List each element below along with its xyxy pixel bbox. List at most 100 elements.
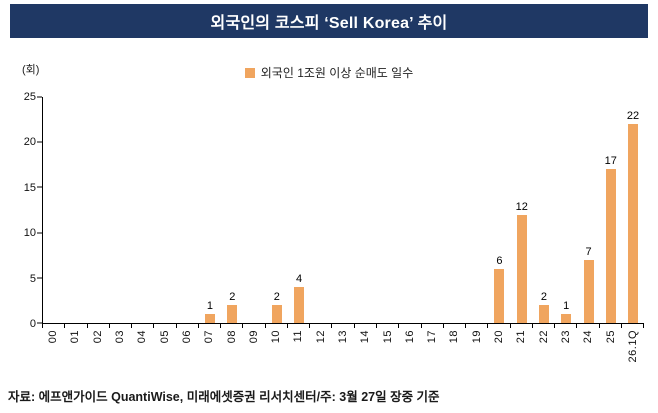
bar-column: 6 [488,97,510,323]
bar-column: 2 [221,97,243,323]
y-tick-label: 0 [29,318,36,330]
x-axis-label: 20 [493,330,506,344]
x-axis-label: 07 [203,330,216,344]
x-axis-label-cell: 14 [354,330,376,368]
y-tick [37,232,42,234]
chart-title: 외국인의 코스피 ‘Sell Korea’ 추이 [210,15,448,32]
bar-value-label: 7 [585,245,592,258]
y-tick [37,96,42,98]
x-axis-label-cell: 19 [466,330,488,368]
x-tick [355,324,377,328]
x-axis-label: 14 [359,330,372,344]
bar-column: 12 [511,97,533,323]
x-axis-label: 18 [448,330,461,344]
x-tick [243,324,266,328]
x-tick [422,324,444,328]
bar-value-label: 2 [229,290,236,303]
y-axis-unit-label: (회) [22,64,40,76]
bar-column: 1 [555,97,577,323]
legend: 외국인 1조원 이상 순매도 일수 [0,64,658,81]
x-axis-label-cell: 06 [176,330,198,368]
bar [227,304,238,323]
x-axis-label-cell: 13 [332,330,354,368]
bar-column: 2 [266,97,288,323]
x-axis-label: 16 [403,330,416,344]
x-axis-label-cell: 09 [243,330,265,368]
bar-column [132,97,154,323]
bar [271,304,282,323]
x-axis-label: 01 [69,330,82,344]
x-axis-label: 10 [270,330,283,344]
x-axis-label-cell: 17 [421,330,443,368]
bar-column [177,97,199,323]
bar-column [154,97,176,323]
bar-column [422,97,444,323]
bar-column [110,97,132,323]
x-axis-label-cell: 03 [109,330,131,368]
x-axis-label-cell: 24 [577,330,599,368]
bar-column [466,97,488,323]
x-tick [43,324,66,328]
x-axis-label: 25 [604,330,617,344]
x-tick [266,324,288,328]
bar [516,214,527,323]
x-axis-label-cell: 07 [198,330,220,368]
bar-value-label: 4 [295,272,303,285]
x-axis-label: 26.1Q [626,330,639,363]
x-tick [221,324,244,328]
x-tick [511,324,533,328]
bar-value-label: 1 [206,299,214,312]
x-axis-label-cell: 16 [399,330,421,368]
x-axis-label-cell: 05 [153,330,175,368]
y-tick-label: 15 [23,181,36,194]
x-axis-label-cell: 18 [443,330,465,368]
bar [561,313,572,323]
x-axis-label-cell: 21 [510,330,532,368]
bar [538,304,549,323]
bar-column [377,97,399,323]
chart-title-bar: 외국인의 코스피 ‘Sell Korea’ 추이 [10,4,648,38]
bar-column: 4 [288,97,310,323]
x-tick [88,324,110,328]
bar-value-label: 2 [540,290,548,303]
bar-chart: 0 5 10 15 20 25 1 2 2 4 6 12 2 1 7 17 22 00 01 02 03 04 05 06… [8,91,645,368]
x-tick [399,324,422,328]
bar-value-label: 22 [626,110,640,123]
x-axis-label-cell: 04 [131,330,153,368]
bar-value-label: 6 [496,254,503,267]
x-ticks [42,324,645,328]
bar [204,313,215,323]
y-tick-label: 25 [23,91,36,103]
x-tick [332,324,355,328]
x-axis-label: 02 [91,330,104,344]
bar-value-label: 17 [604,155,617,168]
bar-column [444,97,466,323]
bar [494,268,505,323]
bar-column [88,97,110,323]
bar-column: 17 [600,97,622,323]
y-tick [37,186,42,188]
bar [605,169,616,323]
bar-column [243,97,265,323]
x-tick [288,324,311,328]
legend-label: 외국인 1조원 이상 순매도 일수 [260,66,414,80]
bar-column [399,97,421,323]
y-tick-label: 5 [29,272,36,285]
x-axis-label: 11 [292,330,305,343]
x-axis-label-cell: 23 [555,330,577,368]
x-tick [555,324,578,328]
y-axis: 0 5 10 15 20 25 [8,91,42,330]
x-axis-label: 23 [559,330,572,344]
x-axis-label-cell: 20 [488,330,510,368]
bar-value-label: 2 [273,290,280,303]
x-axis-label: 03 [114,330,127,344]
x-axis-label-cell: 25 [599,330,621,368]
x-axis-label: 04 [136,330,149,344]
x-tick [466,324,489,328]
bar-value-label: 12 [515,200,528,213]
x-axis-label-cell: 15 [376,330,398,368]
bar [583,259,594,323]
y-tick-label: 20 [23,136,36,149]
bar [294,286,305,323]
x-axis-label: 12 [314,330,327,344]
